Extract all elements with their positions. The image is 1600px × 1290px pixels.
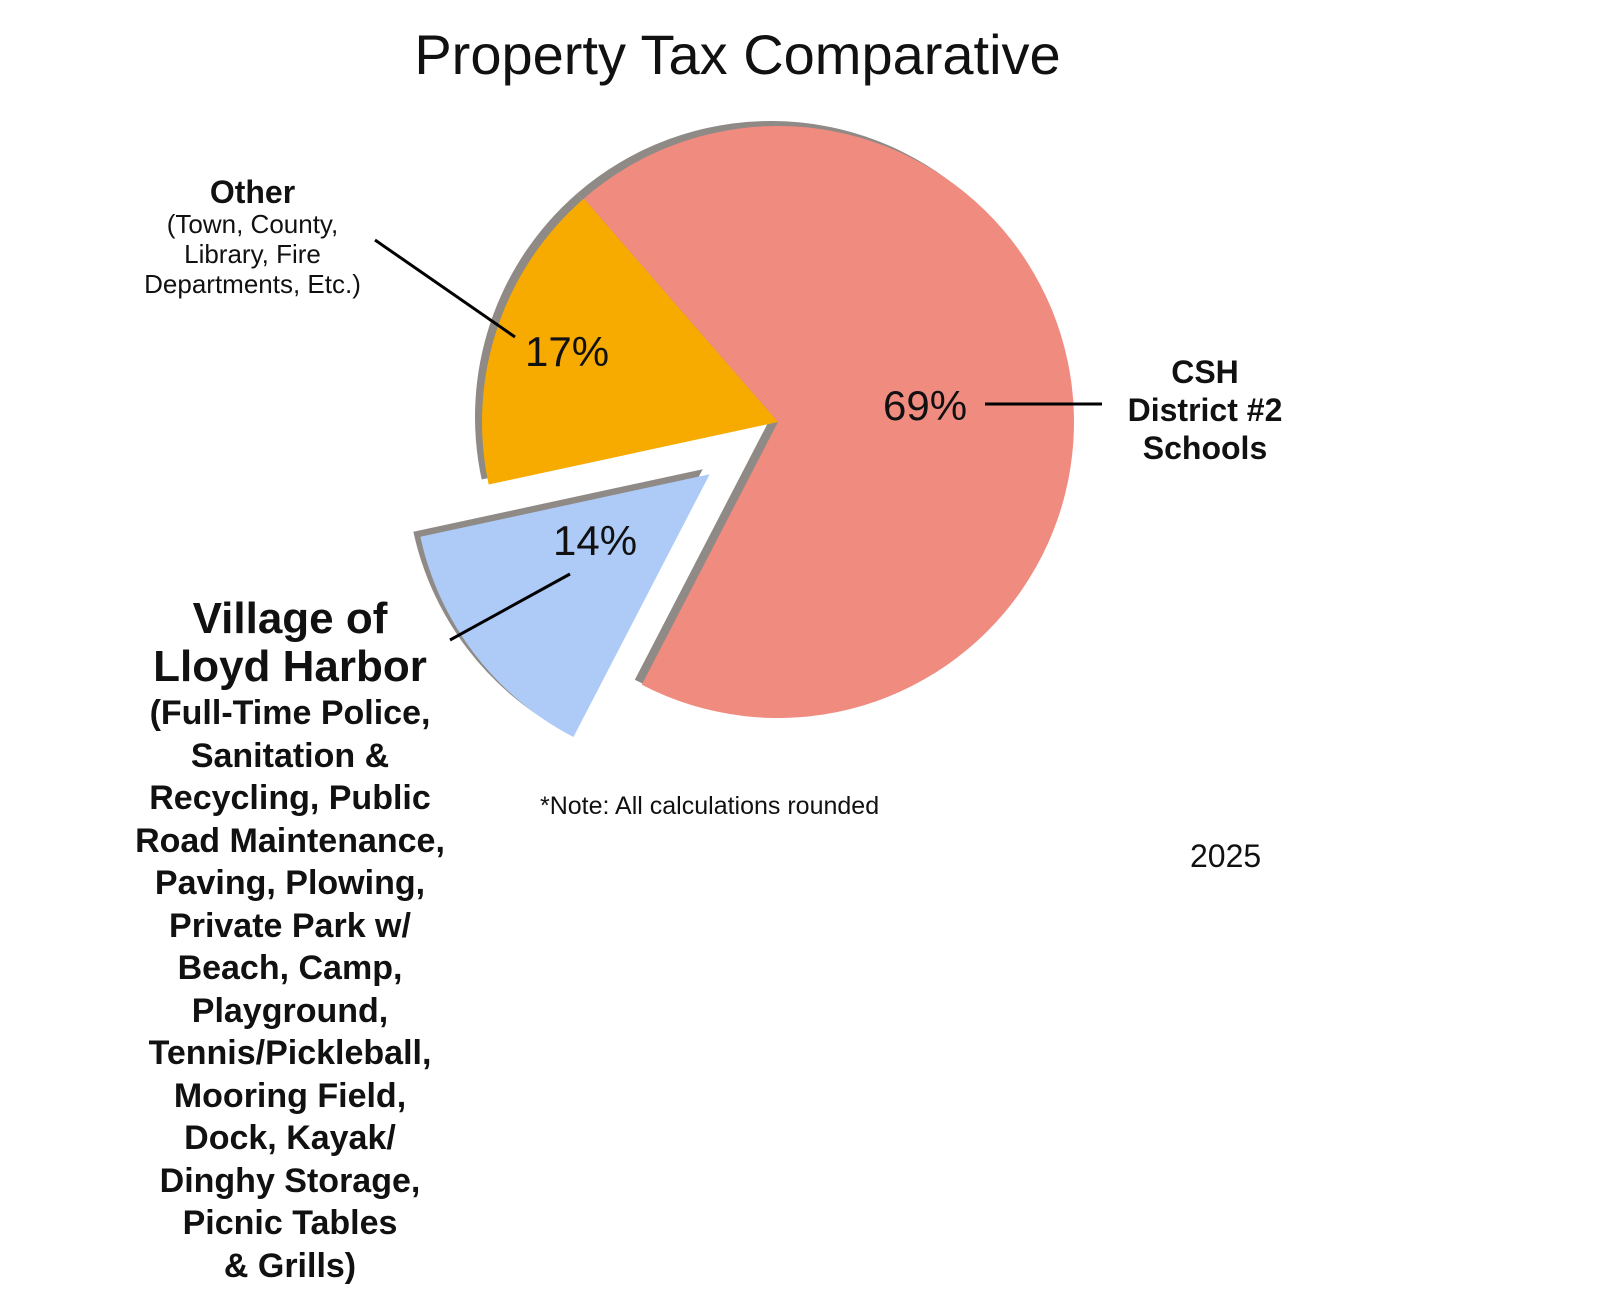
label-other-heading: Other — [209, 174, 296, 210]
label-village-detail: Sanitation & — [190, 736, 390, 775]
label-other-detail: Departments, Etc.) — [144, 269, 361, 299]
pie-slice-other — [482, 198, 778, 485]
label-village-detail: Playground, — [191, 991, 389, 1030]
label-other-detail: Library, Fire — [184, 239, 321, 269]
pie-slice-village-of-lloyd-harbor — [420, 474, 710, 738]
data-label-schools: 69% — [883, 382, 968, 429]
leader-line-other — [374, 238, 516, 339]
label-village-heading: Village of — [192, 594, 388, 643]
label-village-detail: Mooring Field, — [173, 1076, 407, 1115]
label-village-detail: & Grills) — [223, 1246, 357, 1285]
label-village-detail: Paving, Plowing, — [154, 864, 426, 902]
label-other-detail: (Town, County, — [166, 209, 339, 239]
label-other: Other (Town, County, Library, Fire Depar… — [110, 175, 395, 299]
data-label-other: 17% — [525, 328, 610, 375]
chart-title: Property Tax Comparative — [414, 23, 1061, 86]
label-schools-line: District #2 — [1127, 392, 1283, 428]
year-label: 2025 — [1190, 838, 1262, 874]
footnote: *Note: All calculations rounded — [540, 792, 880, 820]
data-label-village: 14% — [553, 517, 638, 564]
label-village-detail: Picnic Tables — [182, 1204, 398, 1242]
label-village-heading: Lloyd Harbor — [153, 642, 427, 691]
label-village-detail: Tennis/Pickleball, — [148, 1034, 432, 1072]
label-schools-line: Schools — [1142, 430, 1268, 466]
pie-slice-csh-district-2-schools — [583, 126, 1075, 718]
label-village-detail: Recycling, Public — [149, 779, 431, 817]
label-village-detail: Road Maintenance, — [135, 821, 445, 860]
label-village-detail: Dinghy Storage, — [159, 1161, 421, 1200]
label-village-detail: Beach, Camp, — [177, 949, 403, 987]
label-schools-line: CSH — [1171, 354, 1239, 390]
label-schools: CSH District #2 Schools — [1105, 353, 1305, 467]
label-village: Village of Lloyd Harbor (Full-Time Polic… — [90, 595, 490, 1286]
label-village-detail: Private Park w/ — [169, 906, 411, 945]
leader-line-village — [449, 572, 571, 642]
label-village-detail: Dock, Kayak/ — [184, 1119, 396, 1157]
label-village-detail: (Full-Time Police, — [149, 694, 431, 732]
